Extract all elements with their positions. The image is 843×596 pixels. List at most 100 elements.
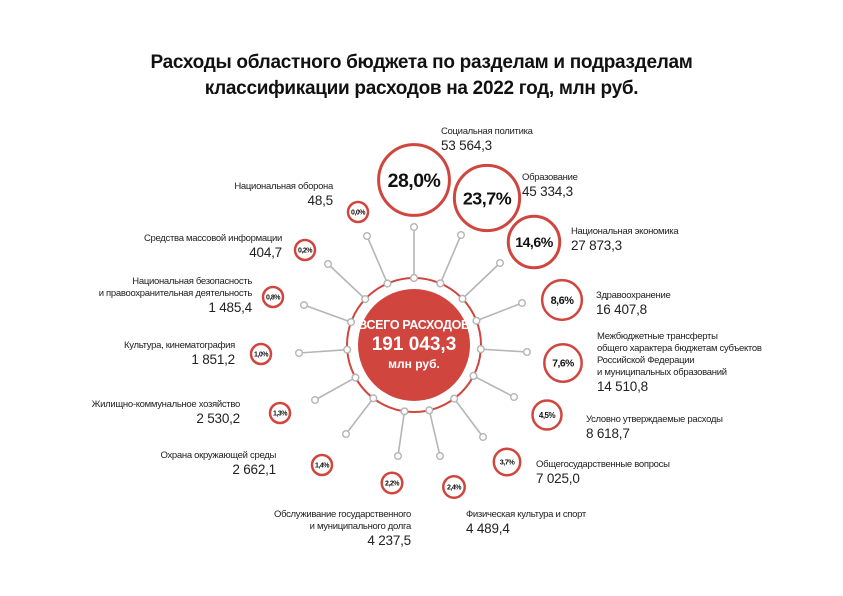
spoke-outer-node: [496, 259, 505, 268]
category-name: Средства массовой информации: [143, 233, 282, 244]
category-name: Национальная оборона: [234, 181, 333, 192]
spoke-inner-node: [410, 274, 419, 283]
spoke-line: [461, 262, 501, 300]
spoke-inner-node: [383, 279, 392, 288]
category-label: Национальная оборона 48,5: [234, 181, 333, 209]
spoke-line: [298, 348, 348, 354]
spoke-line: [366, 235, 389, 284]
percent-label: 0,2%: [298, 248, 313, 255]
spoke-line: [473, 375, 515, 398]
spoke-outer-node: [518, 299, 527, 308]
spoke-line: [480, 348, 528, 353]
percent-label: 0,0%: [351, 210, 366, 217]
percent-label: 2,2%: [385, 481, 400, 488]
percent-bubble: [452, 163, 522, 233]
percent-bubble: [506, 214, 562, 270]
spoke-outer-node: [510, 393, 519, 402]
percent-label: 28,0%: [388, 170, 441, 192]
spoke-inner-node: [361, 295, 370, 304]
spoke-inner-node: [469, 371, 478, 380]
category-label: Здравоохранение 16 407,8: [596, 290, 671, 318]
percent-label: 14,6%: [515, 234, 553, 250]
spoke-outer-node: [342, 430, 351, 439]
category-label: Культура, кинематография 1 851,2: [124, 340, 235, 368]
percent-label: 2,4%: [447, 485, 462, 492]
category-name: Культура, кинематография: [124, 340, 235, 351]
category-value: 45 334,3: [522, 184, 573, 199]
spoke-outer-node: [523, 348, 532, 357]
category-name: Условно утверждаемые расходы: [586, 414, 723, 425]
category-value: 48,5: [307, 193, 334, 208]
category-value: 53 564,3: [441, 138, 492, 153]
category-label: Общегосударственные вопросы 7 025,0: [536, 459, 670, 487]
category-name: Охрана окружающей среды: [160, 450, 276, 461]
spoke-inner-node: [476, 345, 485, 354]
spoke-inner-node: [343, 345, 352, 354]
spoke-outer-node: [394, 452, 403, 461]
spoke-line: [303, 304, 352, 323]
category-name: Общегосударственные вопросы: [536, 459, 670, 470]
percent-bubble: [540, 278, 584, 322]
percent-label: 23,7%: [463, 188, 512, 208]
spoke-line: [439, 234, 462, 284]
percent-bubble: [261, 285, 285, 309]
spoke-outer-node: [410, 222, 419, 231]
category-label: Национальная безопасность и правоохранит…: [99, 276, 253, 316]
category-value: 7 025,0: [536, 471, 580, 486]
spoke-line: [453, 398, 484, 438]
spoke-outer-node: [311, 396, 320, 405]
spoke-line: [314, 376, 356, 401]
spoke-outer-node: [363, 231, 372, 240]
spoke-inner-node: [351, 373, 360, 382]
spoke-line: [327, 263, 366, 300]
spoke-inner-node: [472, 316, 481, 325]
percent-label: 1,3%: [273, 411, 288, 418]
category-label: Образование 45 334,3: [522, 172, 578, 200]
category-value: 1 851,2: [191, 352, 235, 367]
category-name: Обслуживание государственного и муниципа…: [273, 509, 411, 532]
category-label: Обслуживание государственного и муниципа…: [274, 509, 411, 549]
spoke-inner-node: [347, 318, 356, 327]
center-total: 191 043,3: [371, 334, 457, 355]
center-label: ВСЕГО РАСХОДОВ: [358, 318, 470, 332]
spoke-inner-node: [436, 279, 445, 288]
category-name: Межбюджетные трансферты общего характера…: [597, 331, 762, 378]
spoke-outer-node: [479, 433, 488, 442]
percent-label: 3,7%: [500, 458, 516, 467]
category-name: Образование: [522, 172, 578, 183]
spoke-outer-node: [457, 230, 466, 239]
spoke-line: [397, 411, 406, 457]
category-name: Физическая культура и спорт: [466, 509, 586, 520]
spoke-inner-node: [369, 394, 378, 403]
percent-label: 1,4%: [315, 463, 330, 470]
category-value: 27 873,3: [571, 238, 622, 253]
category-value: 1 485,4: [208, 300, 252, 315]
percent-label: 4,5%: [539, 411, 556, 420]
spoke-inner-node: [450, 394, 459, 403]
spoke-inner-node: [458, 294, 467, 303]
category-label: Жилищно-коммунальное хозяйство 2 530,2: [91, 399, 241, 427]
category-value: 404,7: [249, 245, 282, 260]
percent-bubble: [531, 399, 563, 431]
category-name: Жилищно-коммунальное хозяйство: [91, 399, 241, 410]
center-unit: млн руб.: [388, 357, 440, 371]
spoke-outer-node: [324, 260, 333, 269]
percent-bubble: [492, 447, 522, 477]
percent-bubble: [377, 143, 451, 217]
category-value: 8 618,7: [586, 426, 630, 441]
total-disc: [358, 289, 470, 401]
spoke-line: [476, 302, 523, 322]
category-label: Охрана окружающей среды 2 662,1: [160, 450, 276, 478]
category-value: 14 510,8: [597, 379, 648, 394]
category-label: Межбюджетные трансферты общего характера…: [597, 331, 762, 395]
percent-bubble: [442, 475, 466, 499]
category-value: 4 489,4: [466, 521, 510, 536]
category-name: Национальная экономика: [571, 226, 679, 237]
title-line-2: классификации расходов на 2022 год, млн …: [204, 78, 639, 99]
category-name: Социальная политика: [441, 126, 533, 137]
category-value: 16 407,8: [596, 302, 647, 317]
percent-bubble: [268, 401, 292, 425]
percent-label: 8,6%: [551, 295, 575, 307]
category-label: Средства массовой информации 404,7: [144, 233, 282, 261]
